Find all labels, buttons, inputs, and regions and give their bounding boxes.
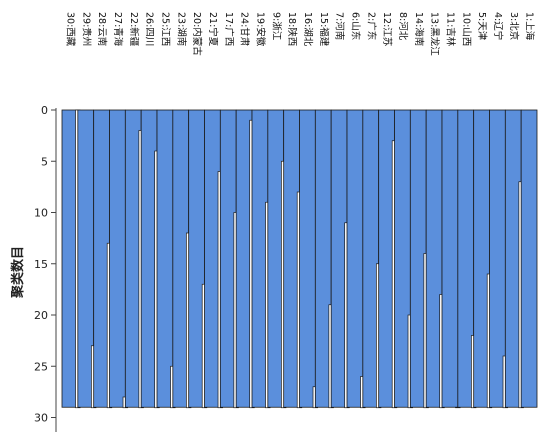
- category-label-30: 1:上海: [524, 12, 536, 41]
- bar-7: [156, 109, 174, 408]
- category-label-14: 9:浙江: [270, 12, 282, 41]
- category-label-8: 23:湖南: [175, 12, 187, 46]
- category-label-28: 4:辽宁: [492, 12, 504, 40]
- category-labels: 30:西藏 29:贵州 28:云南 27:青海 22:新疆 26:四川 25:江西 23:湖南…: [64, 12, 535, 56]
- category-label-13: 19:安徽: [254, 12, 266, 47]
- y-axis-title: 聚类数目: [10, 246, 26, 299]
- category-label-3: 28:云南: [96, 12, 108, 46]
- y-tick-label-10: 10: [34, 207, 48, 220]
- bar-group: [61, 109, 538, 409]
- y-tick-label-20: 20: [34, 309, 48, 322]
- category-label-1: 30:西藏: [64, 12, 76, 47]
- category-label-20: 2:广东: [365, 12, 377, 40]
- y-tick-label-5: 5: [41, 155, 48, 168]
- category-label-16: 16:湖北: [302, 12, 313, 47]
- category-label-4: 27:青海: [112, 12, 124, 47]
- category-label-5: 22:新疆: [128, 12, 140, 47]
- category-label-11: 17:广西: [223, 12, 235, 46]
- bar-19: [346, 109, 364, 408]
- y-tick-label-30: 30: [34, 412, 48, 425]
- category-label-2: 29:贵州: [80, 12, 92, 46]
- category-label-23: 14:海南: [413, 12, 425, 46]
- y-axis: 0 5 10 15 20 25 30: [34, 104, 57, 432]
- category-label-10: 21:宁夏: [207, 12, 219, 47]
- bar-16: [299, 109, 316, 408]
- category-label-15: 18:陕西: [286, 12, 298, 46]
- y-tick-label-15: 15: [34, 258, 48, 271]
- category-label-19: 6:山东: [349, 12, 361, 40]
- category-label-21: 12:江苏: [381, 12, 393, 47]
- y-tick-label-25: 25: [34, 360, 48, 373]
- category-label-7: 25:江西: [159, 12, 170, 46]
- bar-4: [109, 109, 126, 408]
- category-label-24: 13:黑龙江: [429, 12, 441, 56]
- category-label-18: 7:河南: [334, 12, 346, 40]
- category-label-26: 10:山西: [460, 12, 471, 46]
- category-label-17: 15:福建: [318, 12, 330, 47]
- category-label-27: 5:天津: [476, 12, 487, 41]
- bar-30: [520, 109, 538, 408]
- category-label-12: 24:甘肃: [239, 12, 251, 46]
- category-label-22: 8:河北: [397, 12, 409, 41]
- category-label-9: 20:内蒙古: [191, 12, 203, 56]
- y-tick-label-0: 0: [41, 104, 48, 117]
- bar-25: [441, 109, 459, 408]
- category-label-29: 3:北京: [508, 12, 520, 40]
- category-label-6: 26:四川: [144, 12, 155, 46]
- category-label-25: 11:吉林: [444, 12, 456, 47]
